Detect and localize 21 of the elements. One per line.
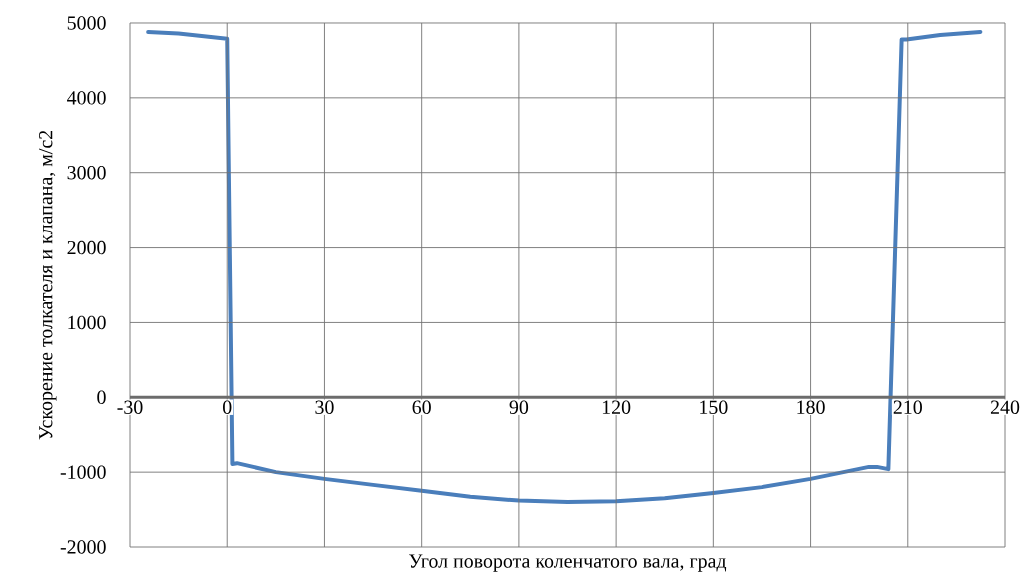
y-tick-label: 3000 [67,165,106,180]
y-tick-label: -2000 [60,540,106,554]
x-tick-label: 120 [602,400,631,414]
x-tick-label: 90 [509,400,529,414]
y-tick-label: 0 [97,390,106,404]
x-tick-label: 240 [990,400,1020,414]
y-tick-label: 4000 [67,91,106,105]
x-tick-label: 60 [412,400,431,414]
line-series [146,29,983,505]
y-tick-label: -1000 [60,465,106,479]
x-tick-label: 210 [893,400,922,414]
x-axis-title: Угол поворота коленчатого вала, град [409,554,727,572]
y-tick-label: 2000 [67,240,106,255]
x-tick-label: 180 [797,400,825,414]
x-tick-label: 150 [700,400,728,414]
x-tick-label: 30 [315,400,334,414]
x-tick-label: -30 [117,400,143,414]
y-tick-label: 1000 [68,315,106,330]
x-tick-label: 0 [223,400,232,414]
y-tick-label: 5000 [67,16,106,30]
y-axis-title: Ускорение толкателя и клапана, м/с2 [39,130,57,440]
